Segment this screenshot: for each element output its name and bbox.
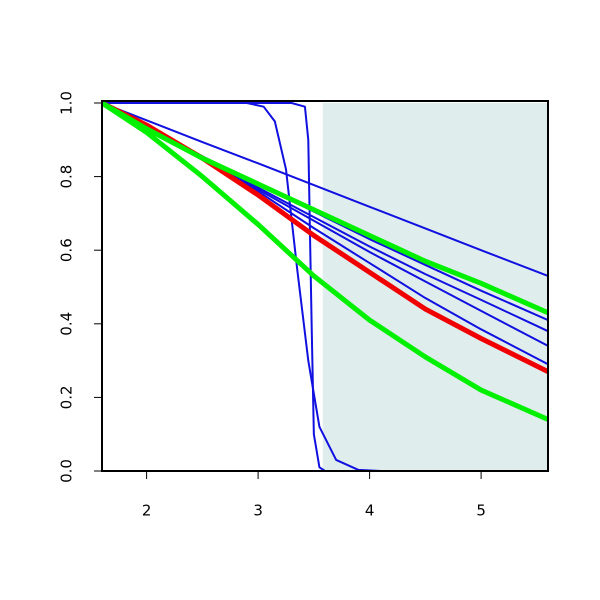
x-tick-label: 3 [253,502,263,520]
x-tick-label: 5 [476,502,486,520]
curve [102,102,548,277]
y-tick-label: 0.4 [58,312,76,336]
curve [102,101,548,422]
y-tick-label: 0.6 [58,238,76,262]
curve [102,102,548,472]
curve [102,101,548,316]
x-tick-label: 2 [142,502,152,520]
y-tick-label: 1.0 [58,91,76,115]
y-tick-label: 0.2 [58,385,76,409]
y-tick-label: 0.0 [58,459,76,483]
y-tick-label: 0.8 [58,165,76,189]
plot-frame [101,100,549,472]
x-tick-label: 4 [365,502,375,520]
